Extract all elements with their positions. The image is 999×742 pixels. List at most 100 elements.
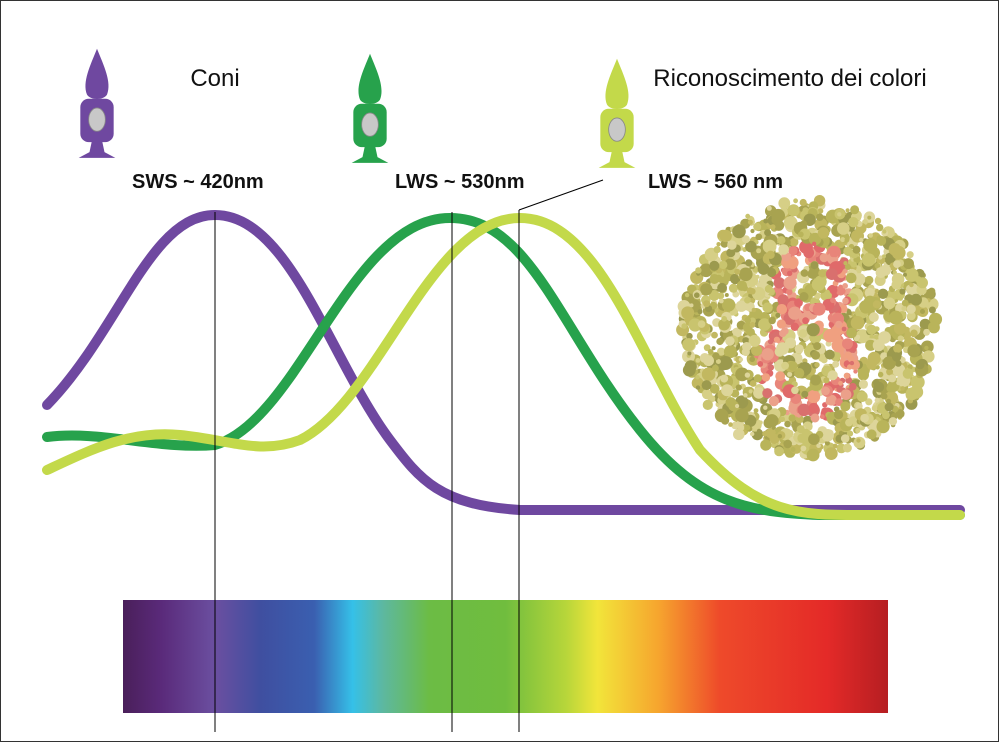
plate-dot <box>875 398 880 403</box>
plate-dot <box>769 317 776 324</box>
plate-dot <box>745 259 752 266</box>
plate-dot <box>695 375 700 380</box>
plate-dot <box>876 224 883 231</box>
plate-dot <box>748 220 753 225</box>
plate-dot <box>753 223 761 231</box>
header-right: Riconoscimento dei colori <box>653 65 926 92</box>
plate-dot <box>735 409 749 423</box>
plate-dot <box>910 294 922 306</box>
plate-dot <box>720 230 732 242</box>
plate-dot <box>781 362 789 370</box>
plate-dot <box>784 421 791 428</box>
plate-dot <box>840 401 850 411</box>
plate-dot <box>781 327 789 335</box>
plate-dot <box>850 205 859 214</box>
plate-dot <box>855 428 860 433</box>
plate-dot <box>799 292 808 301</box>
plate-dot <box>835 321 842 328</box>
plate-dot <box>838 285 842 289</box>
plate-dot <box>788 361 798 371</box>
plate-dot <box>841 389 852 400</box>
plate-dot <box>803 247 814 258</box>
plate-dot <box>742 342 751 351</box>
plate-dot <box>798 404 811 417</box>
plate-dot <box>795 344 804 353</box>
plate-dot <box>774 447 784 457</box>
plate-dot <box>845 419 853 427</box>
plate-dot <box>842 338 853 349</box>
plate-dot <box>763 406 767 410</box>
plate-dot <box>754 408 759 413</box>
plate-dot <box>851 316 865 330</box>
plate-dot <box>825 447 838 460</box>
plate-dot <box>754 374 762 382</box>
plate-dot <box>681 323 687 329</box>
plate-dot <box>682 338 695 351</box>
plate-dot <box>857 391 868 402</box>
plate-dot <box>771 216 779 224</box>
plate-dot <box>763 219 768 224</box>
plate-dot <box>882 229 886 233</box>
plate-dot <box>739 357 743 361</box>
plate-dot <box>807 390 820 403</box>
plate-dot <box>744 297 751 304</box>
plate-dot <box>916 360 925 369</box>
plate-dot <box>812 242 816 246</box>
plate-dot <box>786 289 793 296</box>
plate-dot <box>750 432 754 436</box>
plate-dot <box>881 393 888 400</box>
plate-dot <box>923 329 930 336</box>
plate-dot <box>762 388 772 398</box>
cone-label: LWS ~ 530nm <box>395 171 525 193</box>
plate-dot <box>777 236 785 244</box>
plate-dot <box>830 287 838 295</box>
plate-dot <box>760 440 771 451</box>
plate-dot <box>821 429 834 442</box>
plate-dot <box>728 422 733 427</box>
plate-dot <box>842 298 849 305</box>
plate-dot <box>801 269 809 277</box>
plate-dot <box>743 393 747 397</box>
plate-dot <box>823 329 836 342</box>
plate-dot <box>681 306 694 319</box>
plate-dot <box>774 337 780 343</box>
plate-dot <box>903 273 907 277</box>
plate-dot <box>800 199 807 206</box>
plate-dot <box>698 309 703 314</box>
plate-dot <box>910 385 924 399</box>
plate-dot <box>843 261 847 265</box>
plate-dot <box>721 384 733 396</box>
plate-dot <box>812 278 825 291</box>
plate-dot <box>759 420 763 424</box>
plate-dot <box>903 368 914 379</box>
plate-dot <box>830 298 836 304</box>
plate-dot <box>807 323 820 336</box>
plate-dot <box>811 261 819 269</box>
plate-dot <box>703 300 710 307</box>
plate-dot <box>733 429 745 441</box>
plate-dot <box>698 320 706 328</box>
plate-dot <box>714 246 721 253</box>
plate-dot <box>774 277 785 288</box>
plate-dot <box>768 339 773 344</box>
plate-dot <box>703 400 713 410</box>
plate-dot <box>755 234 762 241</box>
plate-dot <box>762 302 772 312</box>
diagram: Coni Riconoscimento dei colori SWS ~ 420… <box>0 0 999 742</box>
plate-dot <box>788 246 797 255</box>
plate-dot <box>840 237 845 242</box>
plate-dot <box>745 372 750 377</box>
plate-dot <box>830 251 836 257</box>
plate-dot <box>801 391 808 398</box>
plate-dot <box>850 361 854 365</box>
plate-dot <box>725 293 729 297</box>
plate-dot <box>901 306 906 311</box>
plate-dot <box>843 444 852 453</box>
plate-dot <box>818 227 829 238</box>
plate-dot <box>842 327 847 332</box>
plate-dot <box>694 292 700 298</box>
plate-dot <box>910 330 917 337</box>
plate-dot <box>715 275 722 282</box>
plate-dot <box>821 387 830 396</box>
plate-dot <box>900 386 905 391</box>
